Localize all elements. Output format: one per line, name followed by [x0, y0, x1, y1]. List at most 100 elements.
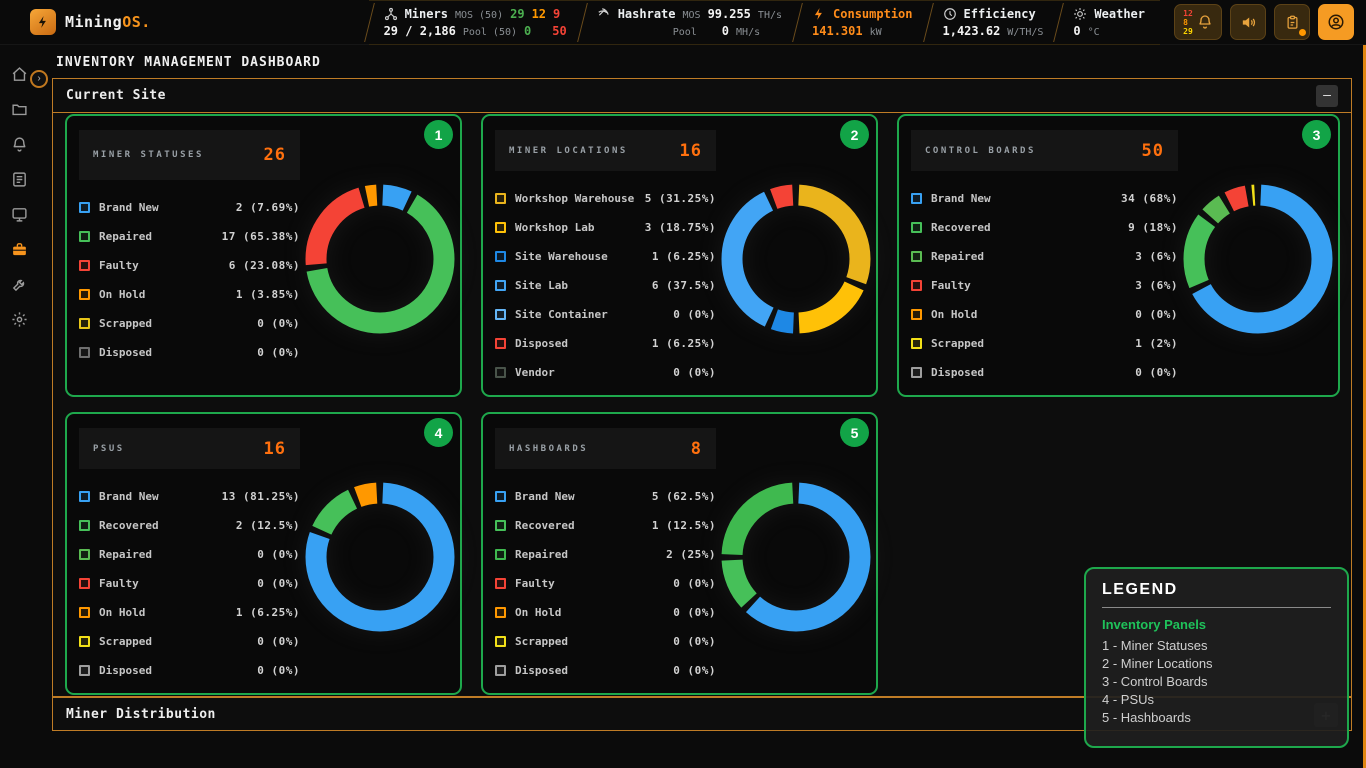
legend-row: Brand New 13 (81.25%) — [79, 482, 300, 511]
bell-icon — [1199, 15, 1211, 29]
legend-row: Disposed 0 (0%) — [79, 338, 300, 367]
page-title: INVENTORY MANAGEMENT DASHBOARD — [56, 55, 321, 70]
series-value: 2 (7.69%) — [235, 201, 300, 214]
sidebar-item-inventory[interactable] — [7, 236, 33, 262]
series-value: 17 (65.38%) — [221, 230, 300, 243]
series-swatch — [911, 280, 922, 291]
donut-segment — [1183, 184, 1333, 333]
series-label: Recovered — [99, 519, 159, 532]
account-button[interactable] — [1318, 4, 1354, 40]
efficiency-stat: Efficiency 1,423.62 W/TH/S — [927, 0, 1059, 45]
mute-button[interactable] — [1230, 4, 1266, 40]
series-label: On Hold — [99, 606, 146, 619]
right-edge-accent — [1363, 45, 1366, 768]
card-header: MINER STATUSES 26 — [79, 130, 300, 180]
series-value: 6 (23.08%) — [228, 259, 300, 272]
series-label: Brand New — [931, 192, 991, 205]
sidebar-item-monitoring[interactable] — [7, 201, 33, 227]
weather-stat: Weather 0 °C — [1058, 0, 1160, 45]
card-number-badge: 4 — [424, 418, 453, 447]
sidebar-item-settings[interactable] — [7, 306, 33, 332]
series-value: 0 (0%) — [1135, 308, 1178, 321]
legend-row: Faulty 3 (6%) — [911, 271, 1178, 300]
donut-chart — [716, 428, 876, 685]
series-label: Faulty — [99, 577, 139, 590]
legend-row: Scrapped 0 (0%) — [79, 309, 300, 338]
series-value: 1 (2%) — [1135, 337, 1178, 350]
sidebar-expand-button[interactable]: › — [30, 70, 48, 88]
sidebar-item-reports[interactable] — [7, 166, 33, 192]
legend-row: Site Warehouse 1 (6.25%) — [495, 242, 716, 271]
donut-chart — [300, 428, 460, 685]
series-value: 0 (0%) — [1135, 366, 1178, 379]
legend-title: LEGEND — [1102, 581, 1178, 598]
card-title: HASHBOARDS — [509, 443, 589, 454]
bell-icon — [13, 136, 26, 152]
miners-pool-err: 50 — [552, 23, 567, 38]
series-label: Repaired — [99, 548, 152, 561]
sun-icon — [1074, 7, 1087, 20]
bell-badge: 8 — [1183, 17, 1188, 27]
series-swatch — [495, 222, 506, 233]
hashrate-pool-value: 0 — [721, 23, 730, 38]
series-swatch — [911, 367, 922, 378]
legend-row: Faulty 6 (23.08%) — [79, 251, 300, 280]
series-swatch — [495, 549, 506, 560]
series-swatch — [495, 338, 506, 349]
legend-overlay: LEGEND Inventory Panels 1 - Miner Status… — [1084, 567, 1349, 748]
topbar-buttons: 12 8 29 — [1160, 0, 1366, 45]
notification-counts: 12 8 29 — [1183, 9, 1193, 36]
notifications-button[interactable]: 12 8 29 — [1174, 4, 1222, 40]
series-swatch — [911, 309, 922, 320]
card-header: PSUS 16 — [79, 428, 300, 469]
tasks-button[interactable] — [1274, 4, 1310, 40]
series-swatch — [79, 607, 90, 618]
series-label: On Hold — [515, 606, 562, 619]
series-label: Faulty — [515, 577, 555, 590]
series-swatch — [495, 607, 506, 618]
sidebar-item-maintenance[interactable] — [7, 271, 33, 297]
sidebar-item-alerts[interactable] — [7, 131, 33, 157]
series-swatch — [79, 665, 90, 676]
series-label: Brand New — [99, 490, 159, 503]
card-title: CONTROL BOARDS — [925, 145, 1036, 156]
bolt-logo-icon — [30, 9, 56, 35]
series-swatch — [911, 338, 922, 349]
pickaxe-icon — [598, 7, 609, 16]
card-legend: Brand New 13 (81.25%) Recovered 2 (12.5%) Re… — [79, 482, 300, 685]
series-value: 5 (62.5%) — [651, 490, 716, 503]
series-label: Scrapped — [99, 317, 152, 330]
current-site-panel: Current Site — 1 MINER STATUSES 26 Brand Ne… — [52, 78, 1352, 697]
series-label: Faulty — [99, 259, 139, 272]
legend-row: Brand New 5 (62.5%) — [495, 482, 716, 511]
series-value: 6 (37.5%) — [651, 279, 716, 292]
gear-icon — [12, 311, 27, 327]
series-swatch — [79, 347, 90, 358]
legend-row: Faulty 0 (0%) — [79, 569, 300, 598]
legend-row: Site Container 0 (0%) — [495, 300, 716, 329]
legend-row: On Hold 1 (3.85%) — [79, 280, 300, 309]
series-label: Disposed — [99, 664, 152, 677]
series-value: 3 (6%) — [1135, 250, 1178, 263]
card-header: MINER LOCATIONS 16 — [495, 130, 716, 171]
miner-distribution-title: Miner Distribution — [66, 706, 216, 722]
card-miner-locations: 2 MINER LOCATIONS 16 Workshop Warehouse 5 (3… — [481, 114, 878, 397]
series-label: Recovered — [931, 221, 991, 234]
minimize-button[interactable]: — — [1316, 84, 1338, 107]
donut-chart — [300, 130, 460, 387]
sidebar-item-home[interactable] — [7, 61, 33, 87]
series-value: 0 (0%) — [257, 346, 300, 359]
miners-ratio: 29 / 2,186 — [383, 23, 456, 38]
series-swatch — [495, 665, 506, 676]
series-label: Disposed — [515, 337, 568, 350]
card-number-badge: 2 — [840, 120, 869, 149]
legend-item: 1 - Miner Statuses — [1102, 638, 1208, 653]
series-label: Disposed — [931, 366, 984, 379]
series-swatch — [79, 520, 90, 531]
series-swatch — [495, 491, 506, 502]
legend-row: Disposed 0 (0%) — [79, 656, 300, 685]
sidebar-item-files[interactable] — [7, 96, 33, 122]
current-site-header: Current Site — — [53, 79, 1351, 113]
series-value: 0 (0%) — [673, 308, 716, 321]
series-swatch — [79, 260, 90, 271]
